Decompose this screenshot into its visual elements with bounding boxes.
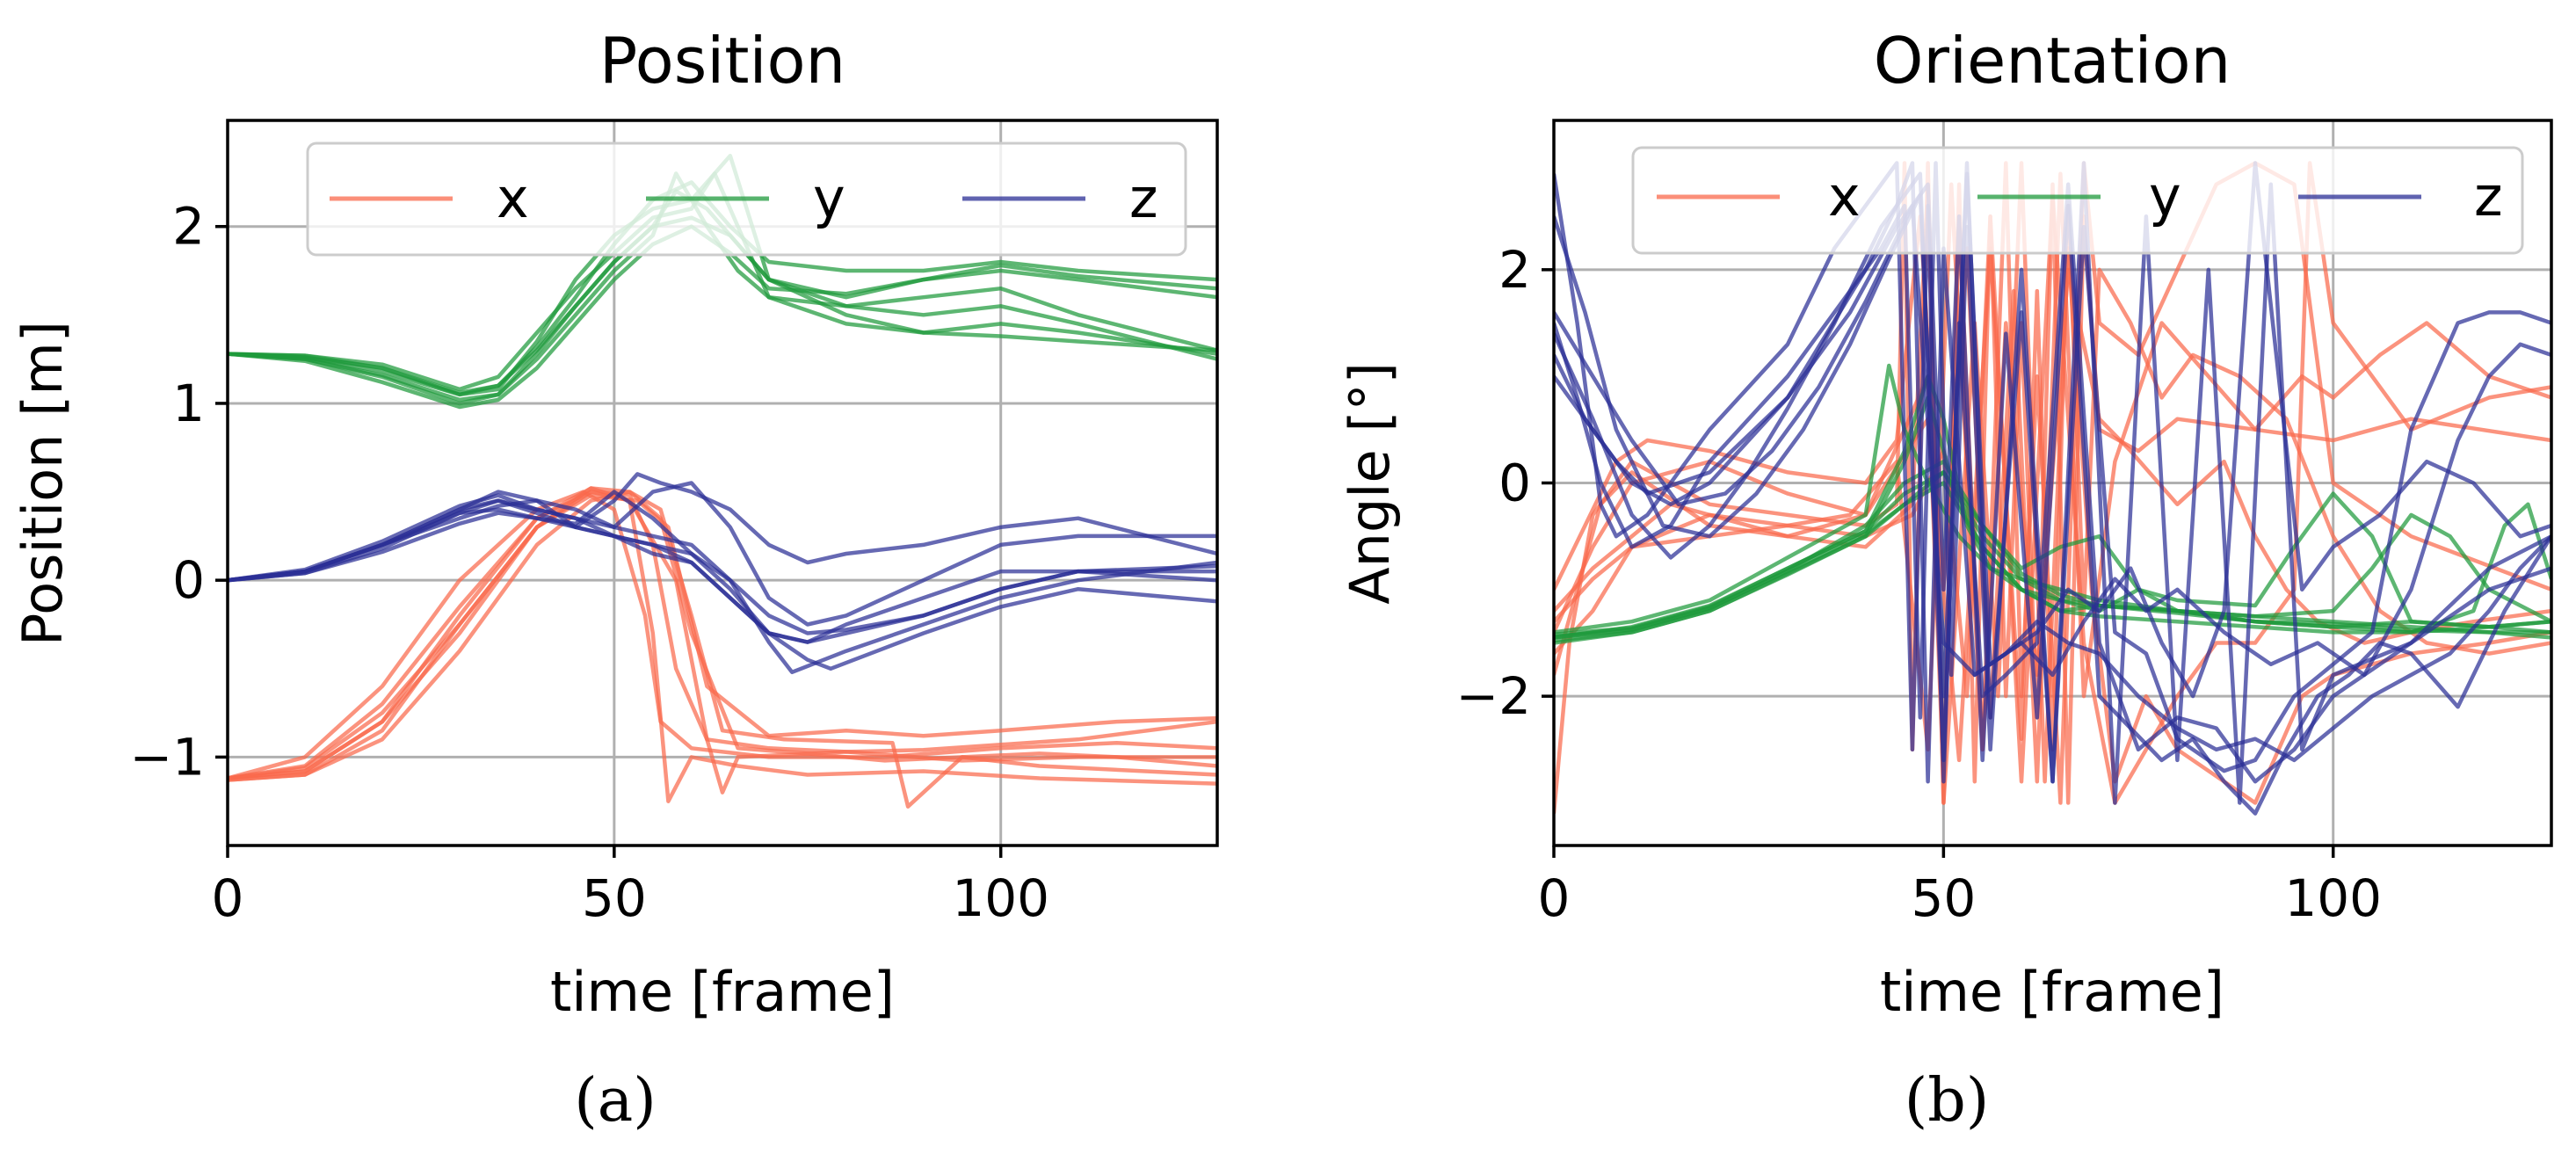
series-x-trial-1 (228, 490, 1217, 780)
series-x-trial-5 (228, 490, 1217, 780)
y-tick-label: 1 (172, 374, 205, 433)
series-z-trial-6 (1554, 203, 2551, 763)
x-tick-label: 0 (1538, 868, 1571, 928)
x-tick-label: 50 (1911, 868, 1976, 928)
legend: x y z (306, 142, 1187, 257)
series-y-trial-7 (1554, 470, 2551, 640)
x-axis-label: time [frame] (550, 960, 895, 1024)
series-z-trial-2 (1554, 161, 2551, 805)
axes-frame (226, 119, 1219, 847)
series-z-trial-6 (228, 472, 1217, 583)
legend-label-z: z (2474, 164, 2503, 229)
series-z-trial-7 (1554, 171, 2551, 699)
series-x-trial-4 (228, 490, 1217, 803)
legend-label-x: x (497, 166, 529, 230)
legend-box (1631, 146, 2524, 255)
axis-ticks: 0 50 100 −2 0 2 (1456, 240, 2383, 928)
x-tick-label: 0 (212, 868, 244, 928)
x-tick-label: 50 (582, 868, 647, 928)
legend-label-z: z (1129, 166, 1158, 230)
series-x-trial-5 (1554, 161, 2551, 805)
x-tick-label: 100 (952, 868, 1049, 928)
series-z-trial-5 (228, 498, 1217, 644)
legend: x y z (1631, 146, 2524, 255)
y-tick-label: 0 (1498, 454, 1531, 513)
y-tick-label: 2 (172, 197, 205, 257)
panel-label: (a) (574, 1066, 657, 1136)
y-tick-label: 0 (172, 550, 205, 610)
y-tick-label: 2 (1498, 240, 1531, 300)
x-axis-label: time [frame] (1880, 960, 2224, 1024)
y-tick-label: −1 (130, 727, 206, 787)
chart-title: Orientation (1874, 24, 2231, 98)
axis-ticks: 0 50 100 −1 0 1 2 (130, 197, 1050, 928)
x-tick-label: 100 (2284, 868, 2382, 928)
position-chart: Position 0 50 100 −1 0 1 2 time [frame] Positi… (11, 24, 1219, 1136)
plot-area (1554, 161, 2551, 816)
legend-label-y: y (813, 166, 845, 230)
series-z-trial-4 (228, 498, 1217, 675)
y-axis-label: Position [m] (11, 321, 75, 646)
series-z-trial-5 (1554, 161, 2551, 784)
y-axis-label: Angle [°] (1338, 362, 1402, 605)
panel-label: (b) (1905, 1066, 1990, 1136)
y-tick-label: −2 (1456, 666, 1532, 726)
chart-title: Position (599, 24, 845, 98)
legend-label-x: x (1828, 164, 1861, 229)
series-x-trial-7 (228, 493, 1217, 780)
series-x-trial-1 (1554, 161, 2551, 814)
series-y-trial-3 (1554, 363, 2551, 635)
orientation-chart: Orientation 0 50 100 −2 0 2 time [frame] Angl… (1338, 24, 2553, 1136)
series-z-trial-7 (228, 511, 1217, 635)
legend-label-y: y (2149, 164, 2181, 229)
